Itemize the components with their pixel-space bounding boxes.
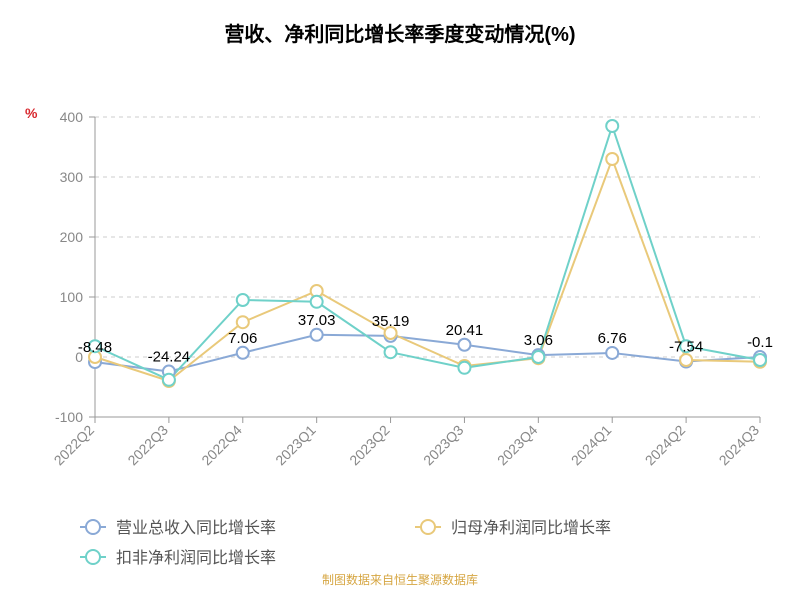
series-marker	[163, 374, 175, 386]
series-marker	[237, 347, 249, 359]
data-value-label: 3.06	[524, 332, 553, 349]
y-tick-label: 200	[60, 229, 84, 245]
series-marker	[754, 354, 766, 366]
y-axis-label: %	[25, 105, 37, 121]
x-label: 2024Q1	[568, 422, 615, 469]
legend-marker	[86, 520, 100, 534]
x-label: 2023Q1	[272, 422, 319, 469]
series-marker	[311, 296, 323, 308]
x-label: 2023Q3	[420, 422, 467, 469]
data-value-label: -0.1	[747, 334, 773, 351]
legend-marker	[421, 520, 435, 534]
x-label: 2024Q2	[642, 422, 689, 469]
series-marker	[237, 316, 249, 328]
x-label: 2022Q2	[51, 422, 98, 469]
footer-credit: 制图数据来自恒生聚源数据库	[0, 571, 800, 588]
legend-label: 归母净利润同比增长率	[451, 519, 611, 537]
series-marker	[606, 153, 618, 165]
series-marker	[458, 339, 470, 351]
legend-marker	[86, 550, 100, 564]
series-marker	[458, 362, 470, 374]
series-marker	[237, 294, 249, 306]
x-label: 2024Q3	[716, 422, 763, 469]
legend-label: 营业总收入同比增长率	[116, 519, 276, 537]
data-value-label: -7.54	[669, 339, 703, 356]
data-value-label: -8.48	[78, 339, 112, 356]
series-marker	[311, 329, 323, 341]
data-value-label: 37.03	[298, 312, 336, 329]
y-tick-label: 400	[60, 109, 84, 125]
series-marker	[606, 120, 618, 132]
series-marker	[385, 346, 397, 358]
y-tick-label: 100	[60, 289, 84, 305]
x-label: 2023Q2	[346, 422, 393, 469]
series-marker	[532, 351, 544, 363]
x-label: 2022Q4	[198, 422, 245, 469]
data-value-label: 35.19	[372, 313, 410, 330]
legend-label: 扣非净利润同比增长率	[116, 549, 276, 567]
chart-svg: -10001002003004002022Q22022Q32022Q42023Q…	[0, 47, 800, 607]
data-value-label: 6.76	[598, 330, 627, 347]
series-line	[95, 126, 760, 380]
chart-title: 营收、净利同比增长率季度变动情况(%)	[0, 0, 800, 47]
data-value-label: 7.06	[228, 330, 257, 347]
x-label: 2023Q4	[494, 422, 541, 469]
data-value-label: 20.41	[446, 322, 484, 339]
series-marker	[680, 354, 692, 366]
chart-container: 营收、净利同比增长率季度变动情况(%) % -10001002003004002…	[0, 0, 800, 600]
data-value-label: -24.24	[148, 349, 191, 366]
x-label: 2022Q3	[124, 422, 171, 469]
y-tick-label: -100	[55, 409, 83, 425]
series-marker	[606, 347, 618, 359]
y-tick-label: 300	[60, 169, 84, 185]
